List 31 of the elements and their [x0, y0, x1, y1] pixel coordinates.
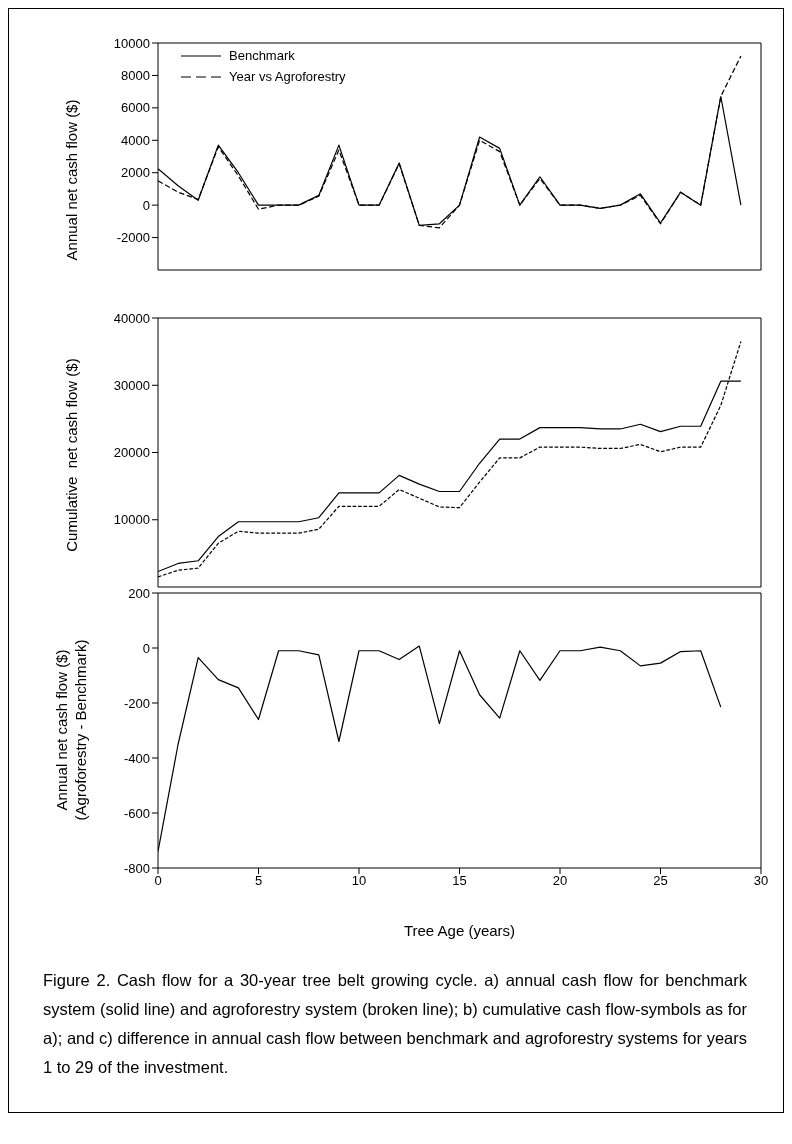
caption: Figure 2. Cash flow for a 30-year tree belt growing cycle. a) annual cash flow for benchmark system (solid line) and agroforestry system (broken line); b) cumulative cash flow-symbols as for a); and c) difference in annual cash flow between benchmark and agroforestry systems for years 1 to 29 of the investment. [43, 970, 747, 1078]
y-tick-label: -400 [123, 750, 150, 766]
y-tick-label: -600 [123, 805, 150, 821]
y-axis-title: Annual net cash flow ($) [61, 99, 81, 261]
legend-label: Year vs Agroforestry [229, 69, 346, 84]
legend-label: Benchmark [229, 48, 295, 63]
y-tick-label: 2000 [121, 165, 150, 181]
y-tick-label: 40000 [113, 310, 150, 326]
y-axis-title: Annual net cash flow ($) (Agroforestry - Benchmark) [52, 639, 90, 821]
x-axis-title: Tree Age (years) [403, 922, 516, 939]
x-tick-label: 30 [753, 873, 769, 889]
y-tick-label: 4000 [121, 132, 150, 148]
x-tick-label: 15 [452, 873, 467, 889]
y-tick-label: 0 [142, 640, 150, 656]
y-tick-label: 6000 [121, 100, 150, 116]
x-tick-label: 0 [154, 873, 162, 889]
y-tick-label: 20000 [113, 445, 150, 461]
y-tick-label: -2000 [116, 230, 150, 246]
y-tick-label: -800 [123, 860, 150, 876]
y-tick-label: -200 [123, 695, 150, 711]
y-tick-label: 30000 [113, 377, 150, 393]
x-tick-label: 25 [653, 873, 668, 889]
y-tick-label: 10000 [113, 35, 150, 51]
x-tick-label: 20 [552, 873, 568, 889]
y-tick-label: 0 [142, 197, 150, 213]
x-tick-label: 5 [254, 873, 263, 889]
x-tick-label: 10 [351, 873, 367, 889]
y-axis-title: Cumulative net cash flow ($) [61, 358, 81, 552]
y-tick-label: 8000 [121, 68, 150, 84]
y-tick-label: 10000 [113, 512, 150, 528]
y-tick-label: 200 [128, 585, 150, 601]
